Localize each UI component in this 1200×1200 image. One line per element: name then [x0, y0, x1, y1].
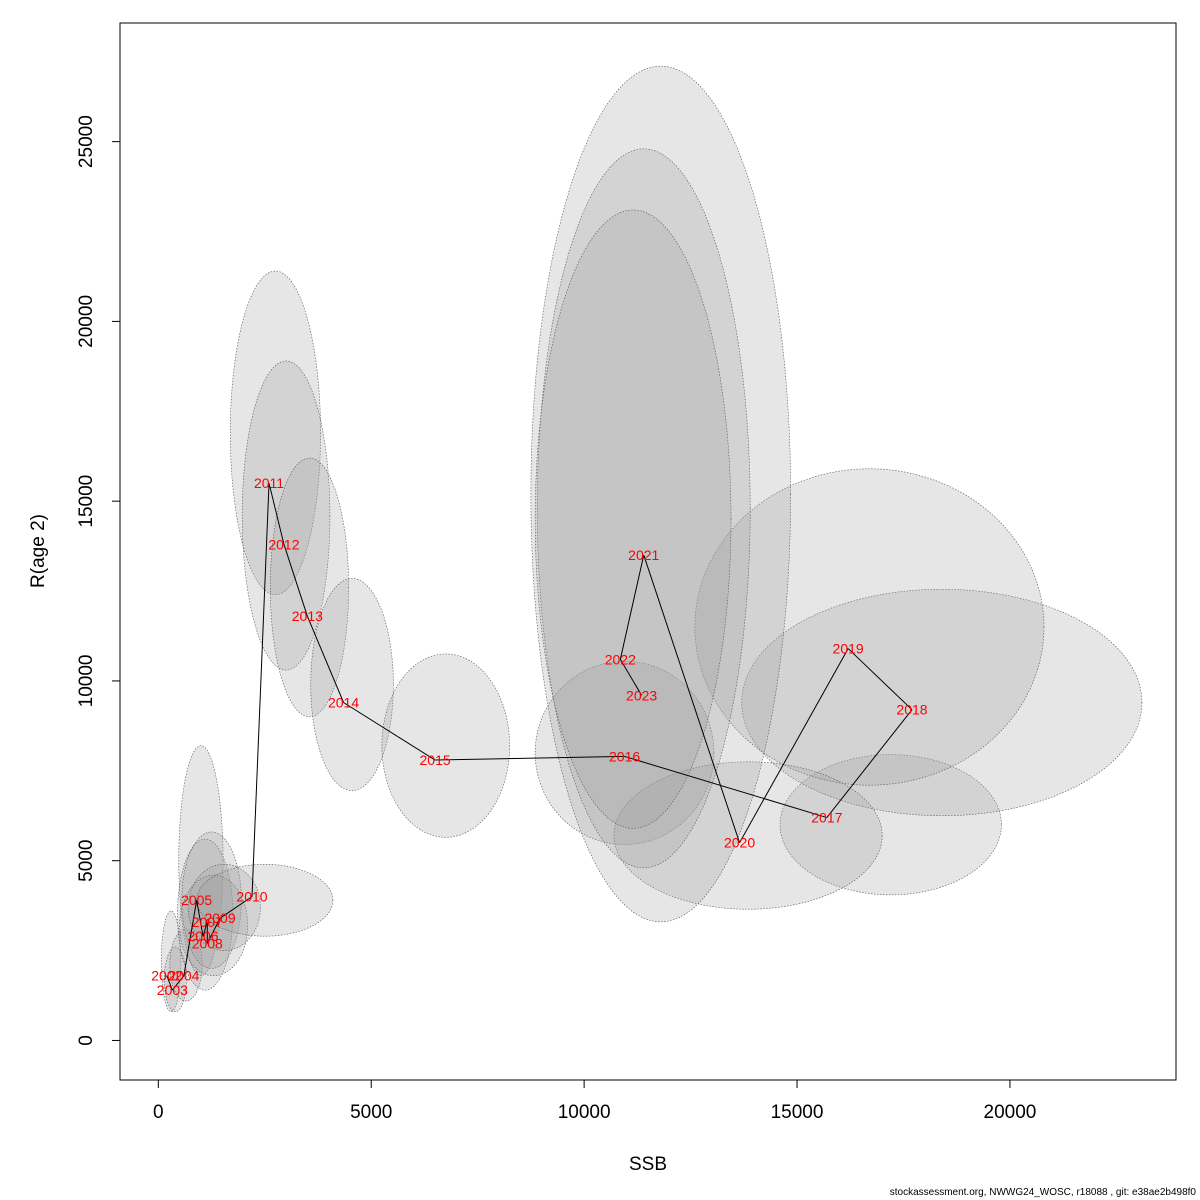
x-axis: 0 5000 10000 15000 20000: [153, 1079, 1037, 1123]
confidence-ellipse-2022: [536, 148, 751, 869]
year-label-2014: 2014: [328, 695, 359, 711]
series-segment-2004-2005: [183, 900, 198, 976]
confidence-ellipse-2016: [534, 660, 715, 845]
year-label-2023: 2023: [626, 687, 657, 703]
series-segment-2021-2022: [619, 554, 645, 660]
y-tick-label-5000: 5000: [76, 840, 97, 882]
year-label-2003: 2003: [157, 982, 188, 998]
series-segment-2019-2020: [739, 648, 849, 843]
year-label-2006: 2006: [187, 928, 218, 944]
y-axis: 0 5000 10000 15000 20000 25000: [76, 115, 121, 1046]
series-segment-2014-2015: [343, 702, 436, 761]
confidence-ellipse-2009: [187, 863, 261, 951]
series-segment-2012-2013: [283, 544, 308, 617]
confidence-ellipse-2014: [310, 578, 394, 791]
confidence-ellipse-2010: [196, 863, 334, 937]
year-label-2007: 2007: [192, 914, 223, 930]
confidence-ellipse-2023: [534, 209, 732, 829]
x-tick-label-0: 0: [153, 1102, 164, 1123]
y-axis-title: R(age 2): [28, 514, 49, 588]
footer-credit: stockassessment.org, NWWG24_WOSC, r18088…: [889, 1187, 1196, 1198]
year-label-2004: 2004: [168, 968, 199, 984]
confidence-ellipse-2003: [163, 946, 187, 1012]
year-label-2019: 2019: [833, 641, 864, 657]
year-label-2012: 2012: [268, 536, 299, 552]
year-label-2015: 2015: [420, 752, 451, 768]
series-segment-2013-2014: [306, 616, 345, 703]
ellipse-layer: [161, 65, 1143, 1012]
series-segment-2017-2018: [826, 709, 913, 818]
series-segment-2003-2004: [171, 975, 185, 991]
year-label-2020: 2020: [724, 835, 755, 851]
series-line-layer: [166, 483, 913, 991]
series-segment-2008-2009: [206, 917, 221, 944]
y-tick-label-10000: 10000: [76, 655, 97, 708]
confidence-ellipse-2021: [530, 65, 791, 923]
series-segment-2002-2003: [166, 975, 173, 991]
year-label-2002: 2002: [151, 968, 182, 984]
confidence-ellipse-2019: [694, 468, 1045, 786]
year-label-2022: 2022: [605, 651, 636, 667]
year-label-2013: 2013: [292, 608, 323, 624]
confidence-ellipse-2013: [270, 457, 349, 718]
series-segment-2006-2007: [202, 921, 208, 937]
x-tick-label-10000: 10000: [558, 1102, 611, 1123]
series-segment-2018-2019: [847, 648, 913, 711]
confidence-ellipse-2005: [178, 745, 224, 977]
y-tick-label-0: 0: [76, 1035, 97, 1046]
y-tick-label-15000: 15000: [76, 475, 97, 528]
year-label-2009: 2009: [204, 910, 235, 926]
confidence-ellipse-2017: [779, 754, 1002, 896]
confidence-ellipse-2020: [613, 761, 883, 910]
series-segment-2005-2006: [196, 900, 204, 937]
year-label-2005: 2005: [181, 892, 212, 908]
year-label-2011: 2011: [254, 475, 284, 491]
series-segment-2009-2010: [219, 896, 253, 919]
x-tick-label-20000: 20000: [984, 1102, 1037, 1123]
y-tick-label-25000: 25000: [76, 115, 97, 168]
series-segment-2016-2017: [624, 755, 827, 819]
year-label-2018: 2018: [896, 702, 927, 718]
y-tick-label-20000: 20000: [76, 295, 97, 348]
series-segment-2010-2011: [251, 483, 270, 897]
x-tick-label-5000: 5000: [350, 1102, 392, 1123]
x-tick-label-15000: 15000: [771, 1102, 824, 1123]
confidence-ellipse-2006: [177, 838, 234, 991]
year-label-2016: 2016: [609, 748, 640, 764]
x-axis-title: SSB: [629, 1154, 667, 1175]
series-segment-2015-2016: [435, 755, 625, 761]
year-label-2010: 2010: [236, 889, 267, 905]
confidence-ellipse-2011: [229, 270, 321, 595]
series-segment-2020-2021: [643, 554, 741, 843]
year-label-2008: 2008: [192, 935, 223, 951]
confidence-ellipse-2018: [741, 588, 1143, 817]
series-segment-2011-2012: [268, 483, 285, 545]
confidence-ellipse-2007: [181, 831, 242, 969]
year-label-2021: 2021: [628, 547, 659, 563]
confidence-ellipse-2015: [381, 653, 510, 838]
series-segment-2022-2023: [619, 659, 643, 696]
year-label-2017: 2017: [811, 810, 842, 826]
